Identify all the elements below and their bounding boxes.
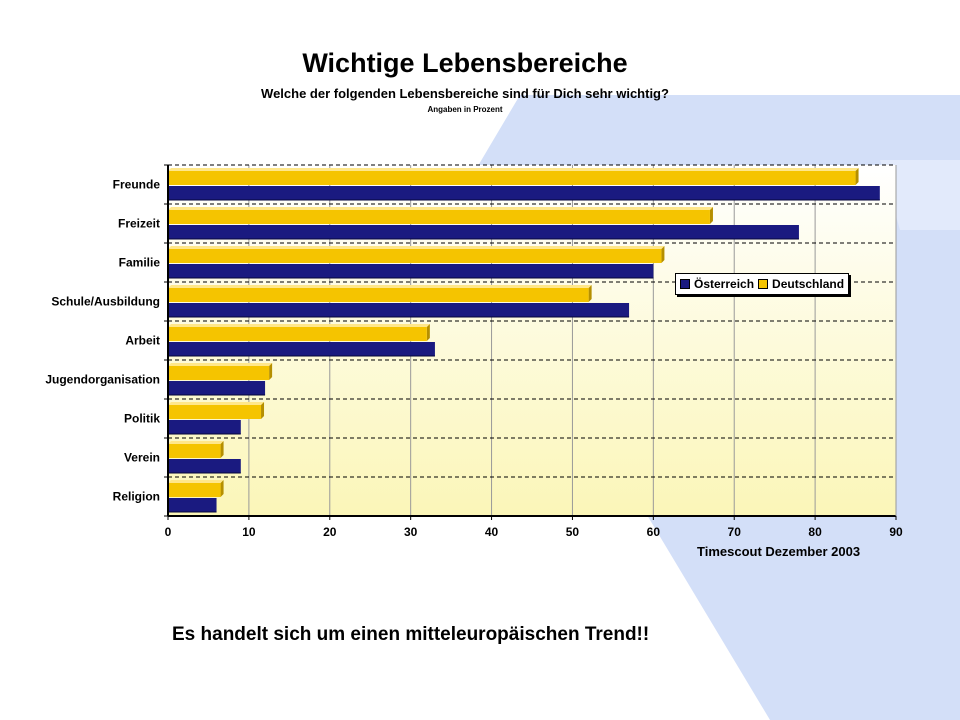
bar-oesterreich <box>168 459 241 473</box>
category-label: Verein <box>124 451 160 465</box>
bar-deutschland-side <box>855 168 859 185</box>
bar-deutschland <box>168 444 221 458</box>
category-label: Religion <box>113 490 160 504</box>
bar-oesterreich <box>168 342 435 356</box>
bar-deutschland-top <box>168 480 224 483</box>
bar-oesterreich <box>168 186 880 200</box>
legend-swatch-austria <box>680 279 690 289</box>
background-shape-light <box>880 160 960 230</box>
bar-deutschland-side <box>261 402 265 419</box>
bar-deutschland <box>168 483 221 497</box>
bar-oesterreich <box>168 303 630 317</box>
x-tick-label: 80 <box>808 525 822 539</box>
bar-deutschland-top <box>168 441 224 444</box>
bar-deutschland <box>168 405 262 419</box>
x-tick-label: 90 <box>889 525 903 539</box>
bar-deutschland-top <box>168 207 713 210</box>
x-tick-label: 10 <box>242 525 256 539</box>
x-tick-label: 40 <box>485 525 499 539</box>
category-label: Schule/Ausbildung <box>51 295 160 309</box>
bar-deutschland <box>168 249 662 263</box>
bar-deutschland-top <box>168 324 430 327</box>
bar-deutschland-side <box>709 207 713 224</box>
bar-deutschland-top <box>168 402 265 405</box>
x-tick-label: 20 <box>323 525 337 539</box>
bar-deutschland <box>168 366 270 380</box>
bar-deutschland-top <box>168 285 592 288</box>
chart-source: Timescout Dezember 2003 <box>697 544 861 559</box>
bar-deutschland-top <box>168 246 665 249</box>
x-tick-label: 30 <box>404 525 418 539</box>
bar-deutschland <box>168 288 589 302</box>
bar-deutschland-side <box>220 441 224 458</box>
bar-oesterreich <box>168 381 266 395</box>
category-label: Jugendorganisation <box>45 373 160 387</box>
x-tick-label: 70 <box>728 525 742 539</box>
category-label: Freunde <box>113 178 161 192</box>
legend-label-germany: Deutschland <box>772 277 845 291</box>
category-label: Freizeit <box>118 217 160 231</box>
bar-deutschland <box>168 210 710 224</box>
chart-subtitle: Welche der folgenden Lebensbereiche sind… <box>261 86 669 101</box>
bar-deutschland-top <box>168 363 273 366</box>
category-label: Politik <box>124 412 160 426</box>
legend-swatch-germany <box>758 279 769 289</box>
chart-title: Wichtige Lebensbereiche <box>302 48 628 78</box>
bar-deutschland-side <box>661 246 665 263</box>
chart-note: Angaben in Prozent <box>427 105 503 114</box>
bar-deutschland-side <box>220 480 224 497</box>
footer-text: Es handelt sich um einen mitteleuropäisc… <box>172 624 650 645</box>
x-tick-label: 0 <box>165 525 172 539</box>
legend-label-austria: Österreich <box>694 277 755 291</box>
bar-oesterreich <box>168 420 241 434</box>
bar-deutschland-side <box>426 324 430 341</box>
bar-deutschland <box>168 327 427 341</box>
bar-deutschland-side <box>588 285 592 302</box>
x-tick-label: 50 <box>566 525 580 539</box>
category-label: Familie <box>119 256 161 270</box>
bar-oesterreich <box>168 498 217 512</box>
x-tick-label: 60 <box>647 525 661 539</box>
chart-legend: Österreich Deutschland <box>675 273 850 295</box>
bar-oesterreich <box>168 264 654 278</box>
category-label: Arbeit <box>125 334 160 348</box>
bar-deutschland-top <box>168 168 859 171</box>
bar-deutschland-side <box>269 363 273 380</box>
bar-deutschland <box>168 171 856 185</box>
bar-oesterreich <box>168 225 799 239</box>
